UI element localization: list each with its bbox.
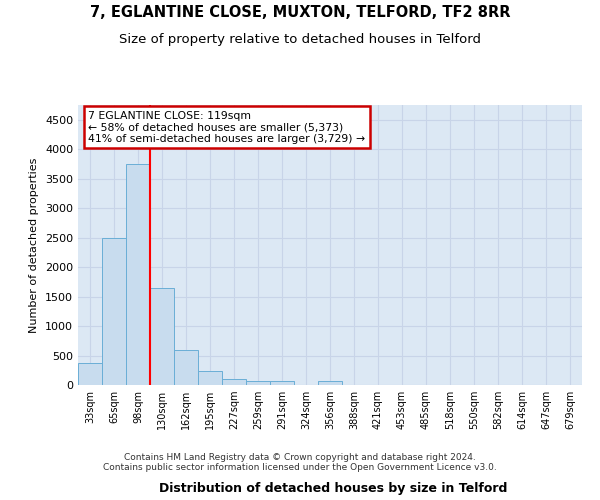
Text: Distribution of detached houses by size in Telford: Distribution of detached houses by size … (159, 482, 507, 495)
Text: 7, EGLANTINE CLOSE, MUXTON, TELFORD, TF2 8RR: 7, EGLANTINE CLOSE, MUXTON, TELFORD, TF2… (90, 5, 510, 20)
Bar (198, 371, 222, 385)
Bar (174, 350, 198, 385)
Text: 7 EGLANTINE CLOSE: 119sqm
← 58% of detached houses are smaller (5,373)
41% of se: 7 EGLANTINE CLOSE: 119sqm ← 58% of detac… (88, 110, 365, 144)
Bar (318, 381, 342, 385)
Text: Size of property relative to detached houses in Telford: Size of property relative to detached ho… (119, 32, 481, 46)
Bar (270, 382, 294, 385)
Bar (78, 362, 102, 385)
Text: Contains HM Land Registry data © Crown copyright and database right 2024.
Contai: Contains HM Land Registry data © Crown c… (103, 452, 497, 472)
Bar (246, 382, 270, 385)
Bar (102, 238, 126, 385)
Y-axis label: Number of detached properties: Number of detached properties (29, 158, 40, 332)
Bar (222, 378, 246, 385)
Bar (126, 164, 150, 385)
Bar (150, 288, 174, 385)
